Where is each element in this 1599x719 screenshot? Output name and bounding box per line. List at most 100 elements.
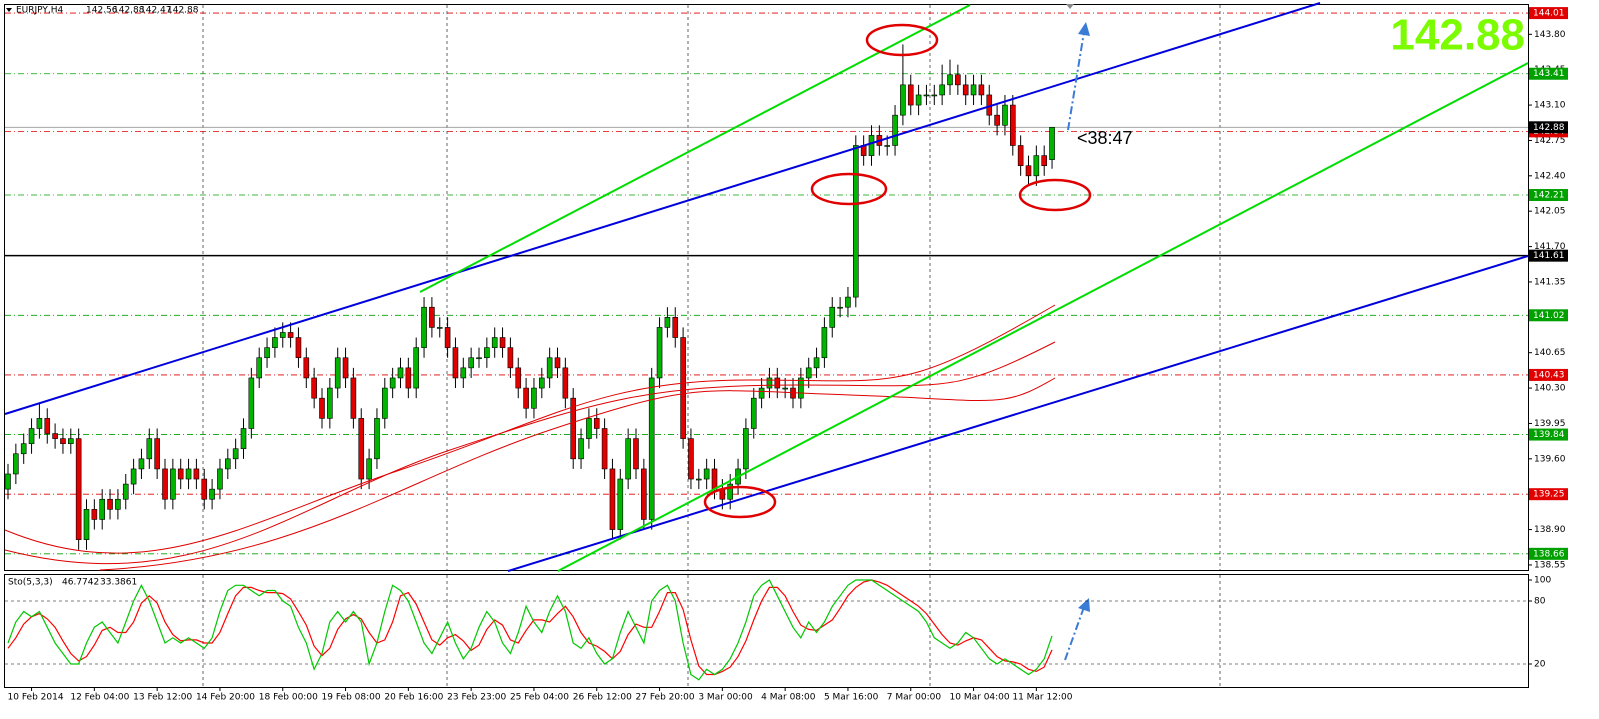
candle-body (994, 114, 1000, 126)
level-box (1529, 309, 1568, 322)
candle-body (570, 397, 577, 460)
x-tick-label: 26 Feb 12:00 (573, 693, 632, 703)
candle-body (334, 357, 341, 389)
candle-body (122, 483, 129, 500)
current-price-box (1529, 121, 1568, 134)
candle-body (115, 498, 121, 510)
candle-body (601, 428, 608, 470)
candle-body (342, 357, 349, 379)
x-tick-label: 23 Feb 23:00 (447, 693, 506, 703)
candle-body (852, 145, 859, 298)
candle-body (1002, 104, 1008, 126)
level-box (1529, 189, 1568, 202)
trend-line (4, 2, 1321, 415)
candle-body (319, 397, 325, 419)
y-tick-label: 143.80 (1534, 30, 1566, 40)
header-low: 142.47 (140, 6, 172, 16)
y-tick-label: 138.90 (1534, 525, 1566, 535)
candle-body (36, 418, 43, 429)
candle-body (680, 337, 686, 439)
moving-average (4, 341, 1056, 565)
candle-body (350, 377, 357, 419)
candle-body (193, 468, 200, 480)
candle-body (538, 377, 545, 389)
trend-line (507, 255, 1529, 572)
candle-body (44, 418, 51, 434)
candle-body (750, 397, 757, 429)
level-label: 139.84 (1533, 430, 1565, 440)
candle-body (586, 418, 592, 439)
candle-body (609, 468, 616, 530)
candle-body (413, 347, 420, 389)
candle-body (884, 145, 891, 147)
x-tick-label: 20 Feb 16:00 (384, 693, 443, 703)
y-tick-label: 138.55 (1534, 560, 1566, 570)
candle-body (711, 468, 718, 490)
level-label: 139.25 (1533, 490, 1565, 500)
symbol: EURJPY,H4 (16, 6, 64, 16)
annotations (4, 2, 1529, 661)
candle-body (1033, 155, 1040, 177)
y-tick-label: 139.95 (1534, 419, 1566, 429)
candle-body (907, 84, 914, 106)
candle-body (60, 438, 66, 444)
moving-average (4, 304, 1056, 554)
candle-body (499, 337, 506, 348)
candle-body (217, 468, 223, 490)
menu-icon[interactable] (6, 8, 12, 12)
candle-body (1017, 145, 1024, 167)
y-tick-label: 139.60 (1534, 454, 1566, 464)
x-tick-label: 10 Feb 2014 (8, 693, 64, 703)
candle-body (130, 468, 137, 485)
candle-body (554, 357, 561, 369)
arrowhead (1078, 22, 1090, 36)
candle-body (507, 347, 514, 369)
candle-body (99, 498, 105, 520)
candle-body (91, 509, 98, 520)
candle-body (460, 367, 467, 379)
candle-body (476, 357, 482, 360)
candle-body (358, 418, 365, 480)
indicator-line (7, 579, 1053, 676)
level-box (1529, 428, 1568, 441)
candle-body (248, 377, 255, 429)
header-open: 142.56 (86, 6, 118, 16)
candle-body (389, 377, 396, 389)
candle-body (743, 428, 749, 470)
candle-body (633, 438, 639, 470)
trend-line (557, 62, 1529, 572)
level-label: 141.02 (1533, 311, 1565, 321)
candle-body (766, 377, 773, 389)
candle-body (201, 478, 208, 500)
candle-body (170, 468, 176, 500)
arrowhead (1078, 598, 1090, 612)
candle-body (1025, 165, 1032, 177)
candle-body (617, 478, 624, 530)
candle-body (978, 84, 985, 96)
candle-body (758, 387, 765, 399)
candle-body (688, 438, 694, 480)
indicator-tick-label: 80 (1534, 597, 1546, 607)
candle-body (900, 84, 906, 116)
y-tick-label: 141.70 (1534, 242, 1566, 252)
candle-body (695, 478, 702, 481)
y-tick-label: 142.05 (1534, 207, 1566, 217)
level-box (1529, 368, 1568, 381)
y-tick-label: 142.75 (1534, 136, 1566, 146)
x-tick-label: 19 Feb 08:00 (322, 693, 381, 703)
candle-body (75, 438, 82, 540)
candle-body (625, 438, 631, 480)
indicator-main-value: 46.7742 (62, 578, 99, 588)
highlight-ellipse (810, 172, 888, 206)
header-high: 142.88 (113, 6, 145, 16)
candle-body (515, 367, 522, 389)
x-tick-label: 18 Feb 00:00 (259, 693, 318, 703)
indicator-tick-label: 20 (1534, 660, 1546, 670)
indicator-tick-label: 100 (1534, 576, 1551, 586)
x-tick-label: 27 Feb 20:00 (636, 693, 695, 703)
candle-body (798, 377, 804, 399)
indicator-name: Sto(5,3,3) (8, 578, 53, 588)
y-tick-label: 142.40 (1534, 171, 1566, 181)
candle-body (279, 332, 286, 338)
